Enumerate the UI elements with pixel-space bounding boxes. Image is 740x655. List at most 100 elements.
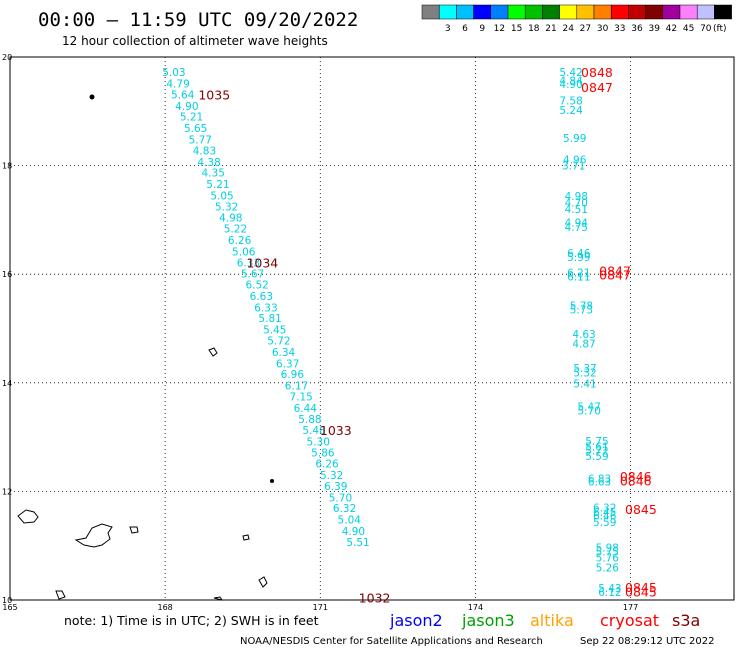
- colorbar-swatch: [645, 4, 664, 20]
- data-point-label: 5.05: [210, 190, 233, 202]
- footer-credit: NOAA/NESDIS Center for Satellite Applica…: [240, 636, 543, 647]
- time-label: 0847: [581, 80, 613, 95]
- x-tick-label: 177: [623, 603, 638, 612]
- data-point-label: 5.04: [338, 515, 362, 527]
- colorbar-swatch: [662, 4, 681, 20]
- island-shape: [89, 94, 95, 100]
- colorbar-label: 70: [700, 24, 712, 34]
- data-point-label: 5.37: [573, 363, 596, 375]
- data-point-label: 4.75: [565, 222, 588, 234]
- y-tick-label: 18: [2, 162, 12, 171]
- chart-subtitle: 12 hour collection of altimeter wave hei…: [62, 34, 328, 48]
- data-point-label: 6.44: [294, 403, 318, 415]
- data-point-label: 4.51: [565, 204, 588, 216]
- data-point-label: 6.17: [285, 381, 308, 393]
- data-point-label: 6.46: [593, 510, 617, 522]
- data-point-label: 4.70: [565, 198, 588, 210]
- time-label: 0845: [625, 502, 657, 517]
- plot-area: 5.034.795.644.905.215.655.774.834.384.35…: [9, 56, 735, 605]
- colorbar-swatch: [438, 4, 457, 20]
- data-point-label: 5.45: [263, 325, 286, 337]
- data-point-label: 5.70: [578, 405, 601, 417]
- data-point-label: 5.22: [224, 224, 247, 236]
- data-point-label: 4.90: [175, 101, 198, 113]
- data-point-label: 4.90: [342, 526, 365, 538]
- data-point-label: 5.59: [593, 517, 616, 529]
- colorbar-label: 27: [580, 24, 591, 34]
- land-outlines: [17, 94, 274, 601]
- x-tick-label: 168: [158, 603, 173, 612]
- data-point-label: 6.46: [567, 248, 591, 260]
- island-shape: [242, 534, 250, 541]
- colorbar-label: 9: [479, 24, 485, 34]
- colorbar-label: 36: [631, 24, 643, 34]
- data-point-label: 4.94: [565, 218, 589, 230]
- data-point-label: 5.65: [184, 123, 207, 135]
- time-label: 1035: [198, 87, 230, 102]
- data-point-label: 5.64: [171, 89, 195, 101]
- colorbar-swatch: [507, 4, 526, 20]
- data-points: 5.034.795.644.905.215.655.774.834.384.35…: [162, 67, 621, 599]
- colorbar-label: 21: [545, 24, 556, 34]
- data-point-label: 6.12: [598, 587, 621, 599]
- data-point-label: 6.37: [276, 358, 299, 370]
- colorbar-label: 42: [666, 24, 677, 34]
- data-point-label: 5.51: [346, 537, 369, 549]
- data-point-label: 4.87: [572, 339, 595, 351]
- data-point-label: 5.43: [598, 583, 621, 595]
- colorbar-unit: (ft): [713, 24, 727, 34]
- data-point-label: 5.59: [585, 451, 608, 463]
- data-point-label: 5.06: [232, 246, 256, 258]
- data-point-label: 5.21: [180, 112, 203, 124]
- footer-timestamp: Sep 22 08:29:12 UTC 2022: [580, 636, 714, 647]
- data-point-label: 4.98: [565, 191, 588, 203]
- gridlines: [10, 57, 734, 600]
- data-point-label: 5.21: [206, 179, 229, 191]
- island-shape: [270, 479, 274, 483]
- data-point-label: 5.98: [596, 542, 619, 554]
- colorbar-label: 15: [511, 24, 522, 34]
- data-point-label: 5.76: [596, 553, 620, 565]
- data-point-label: 5.81: [258, 313, 281, 325]
- colorbar-swatch: [696, 4, 715, 20]
- data-point-label: 5.75: [596, 547, 619, 559]
- data-point-label: 6.26: [228, 235, 252, 247]
- colorbar-label: 24: [562, 24, 574, 34]
- colorbar-label: 6: [462, 24, 468, 34]
- data-point-label: 4.38: [197, 157, 220, 169]
- colorbar-swatch: [576, 4, 595, 20]
- data-point-label: 3.71: [562, 161, 585, 173]
- colorbar-swatch: [490, 4, 509, 20]
- data-point-label: 5.86: [311, 447, 335, 459]
- y-tick-label: 20: [2, 53, 12, 62]
- data-point-label: 5.73: [570, 304, 593, 316]
- data-point-label: 6.45: [593, 507, 616, 519]
- data-point-label: 5.30: [307, 436, 330, 448]
- time-label: 1034: [246, 255, 278, 270]
- island-shape: [17, 509, 39, 524]
- y-tick-label: 14: [2, 379, 12, 388]
- data-point-label: 4.35: [202, 168, 225, 180]
- data-point-label: 4.84: [559, 75, 583, 87]
- data-point-label: 6.11: [567, 271, 590, 283]
- data-point-label: 4.96: [563, 155, 587, 167]
- colorbar-swatch: [628, 4, 646, 20]
- data-point-label: 5.26: [596, 562, 620, 574]
- satellite-legend-cryosat: cryosat: [600, 611, 659, 630]
- colorbar-swatch: [473, 4, 492, 20]
- data-point-label: 5.67: [241, 269, 264, 281]
- data-point-label: 5.42: [559, 67, 582, 79]
- data-point-label: 7.15: [289, 391, 312, 403]
- satellite-legend-altika: altika: [530, 611, 574, 630]
- island-shape: [258, 576, 268, 588]
- data-point-label: 5.41: [573, 378, 596, 390]
- data-point-label: 5.72: [267, 335, 290, 347]
- data-point-label: 5.77: [189, 135, 212, 147]
- data-point-label: 5.61: [585, 441, 608, 453]
- time-label: 0847: [599, 263, 631, 278]
- colorbar-label: 12: [494, 24, 505, 34]
- time-label: 0845: [625, 580, 657, 595]
- data-point-label: 5.78: [570, 301, 593, 313]
